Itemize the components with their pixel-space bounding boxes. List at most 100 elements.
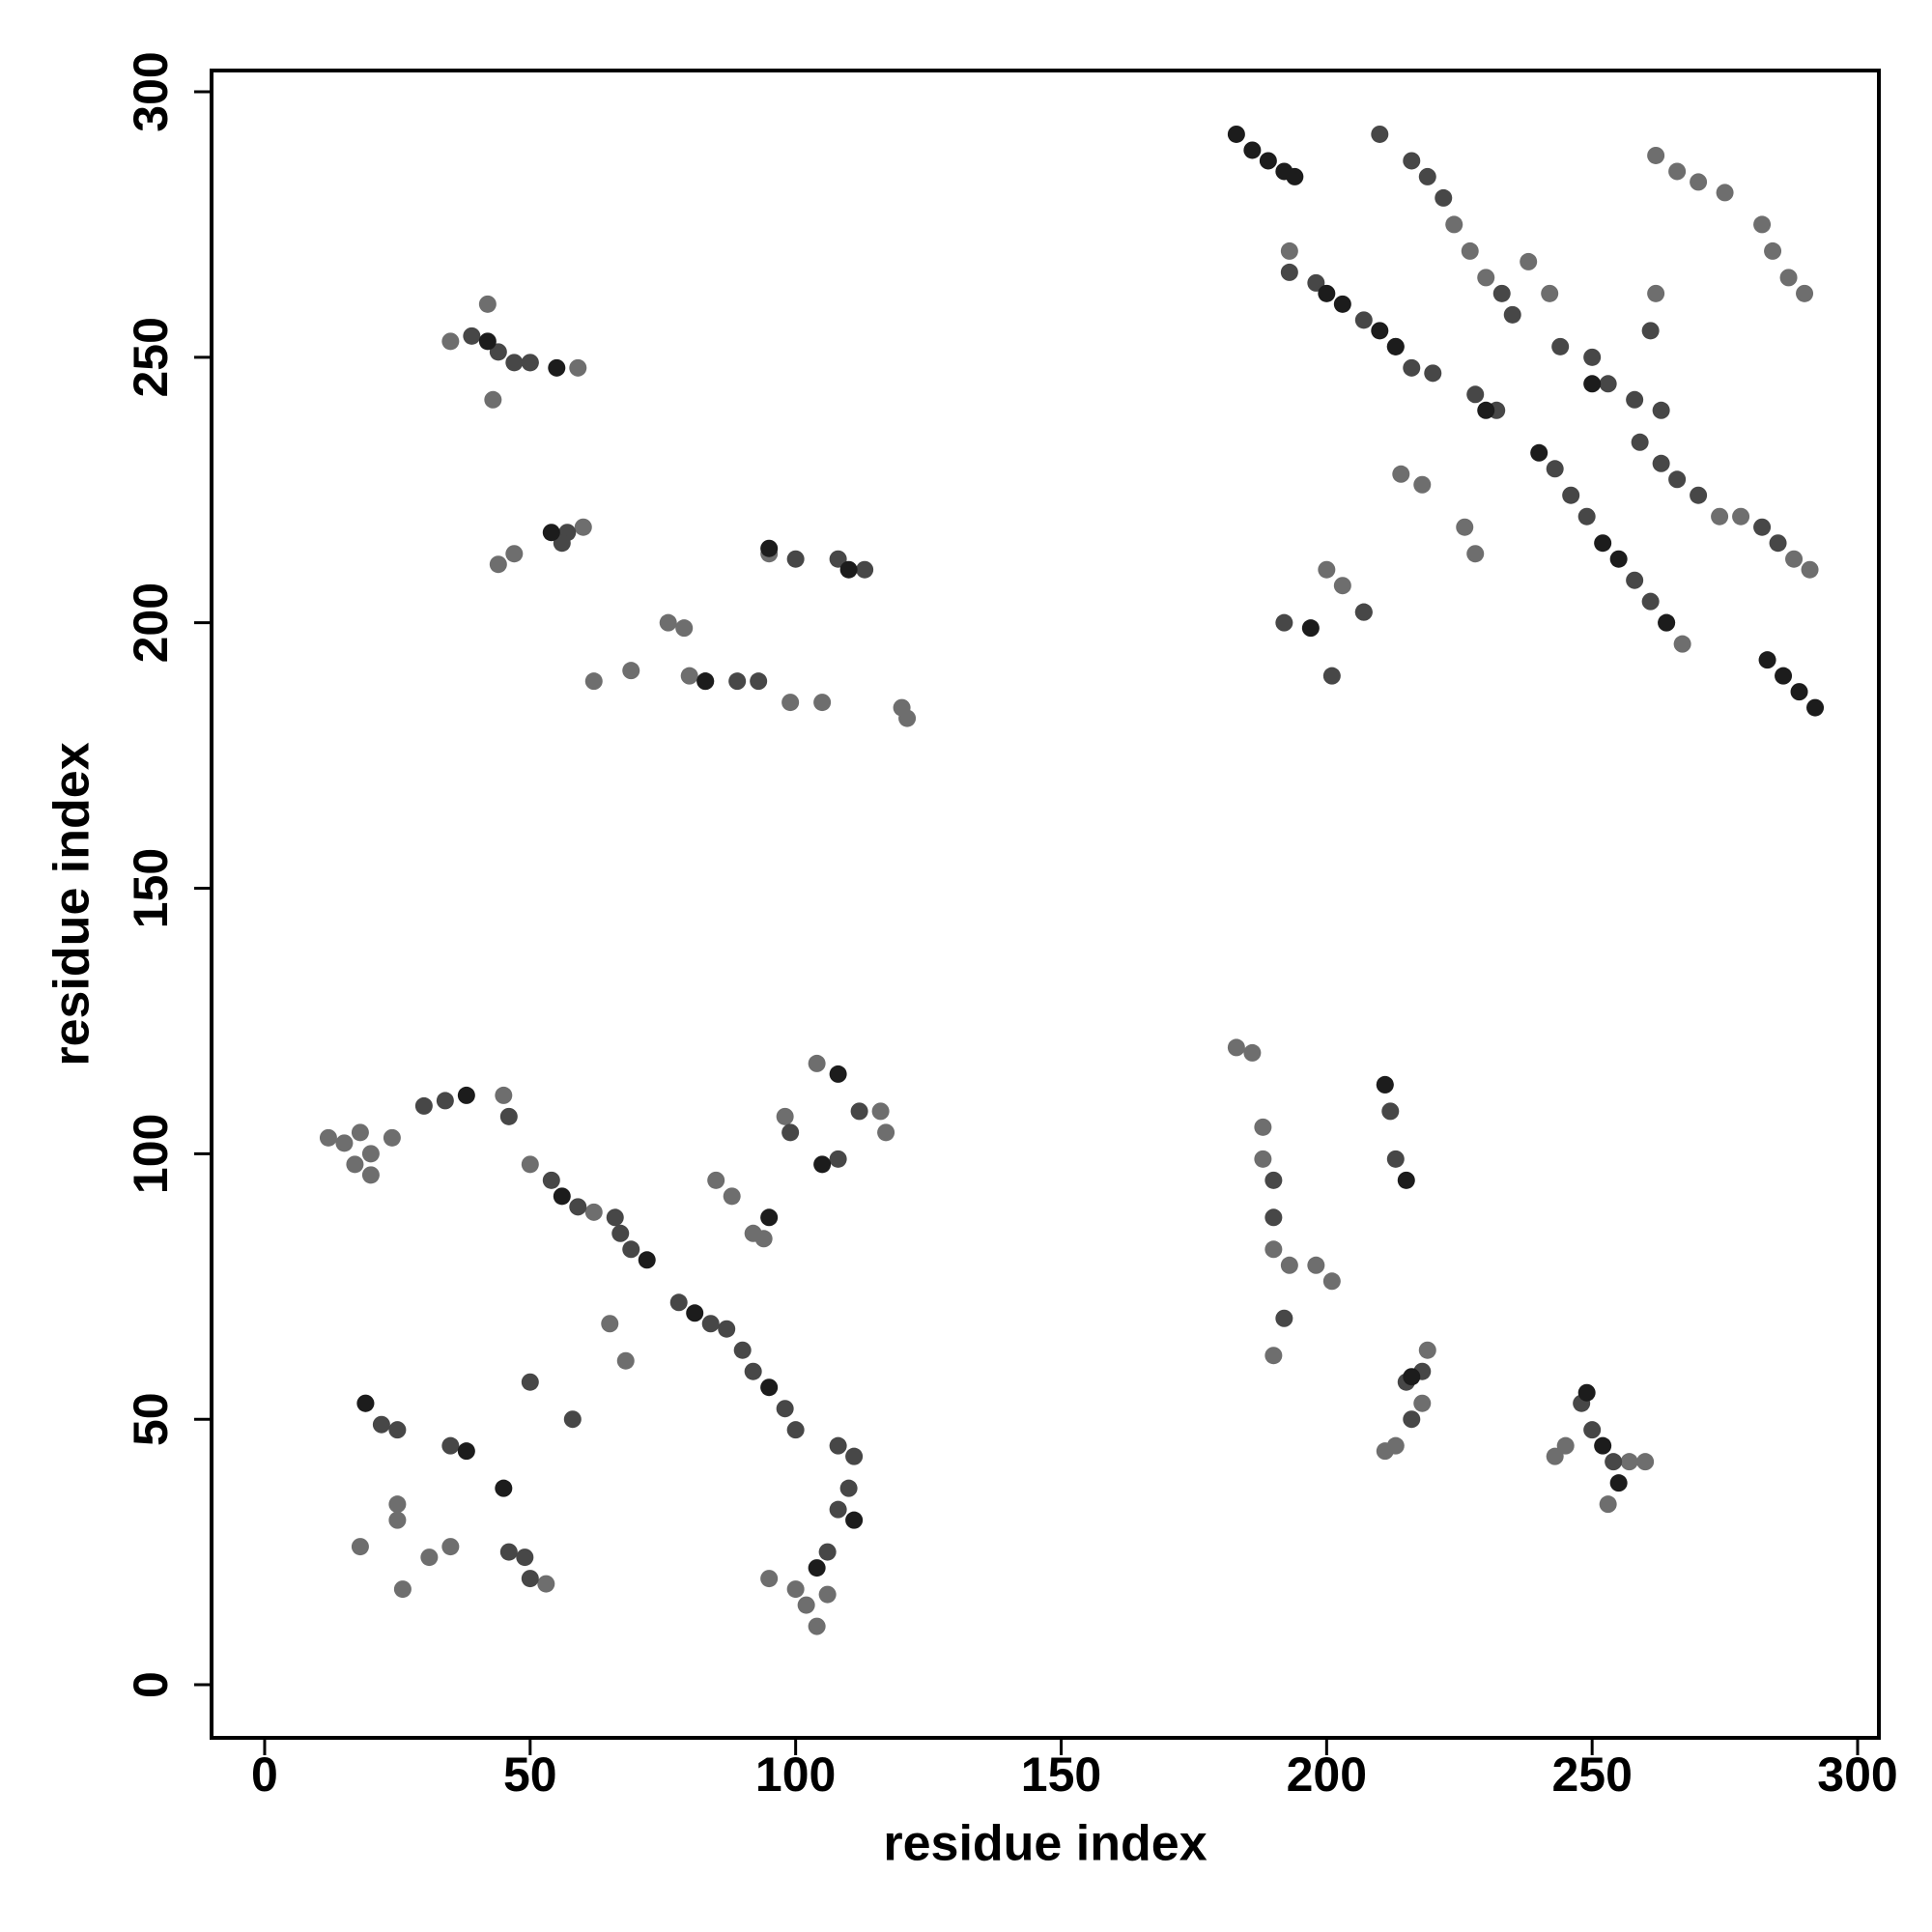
point <box>1583 375 1602 393</box>
point <box>760 1378 779 1397</box>
point <box>1583 1421 1602 1439</box>
point <box>1403 1368 1421 1386</box>
point <box>335 1134 354 1152</box>
y-tick-label: 300 <box>124 51 178 131</box>
point <box>1599 1495 1617 1514</box>
point <box>786 1580 805 1599</box>
point <box>436 1092 454 1110</box>
point <box>521 1570 539 1588</box>
point <box>505 354 524 372</box>
plot-frame <box>210 69 1881 1740</box>
point <box>1551 337 1570 355</box>
point <box>1243 141 1262 159</box>
point <box>584 672 603 691</box>
point <box>845 1447 864 1465</box>
point <box>845 1511 864 1529</box>
point <box>1354 311 1373 329</box>
x-tick-label: 250 <box>1551 1747 1632 1802</box>
point <box>1631 433 1649 451</box>
point <box>319 1128 337 1147</box>
point <box>1562 486 1580 504</box>
point <box>1381 1102 1400 1121</box>
point <box>1801 560 1819 579</box>
point <box>1371 125 1389 143</box>
point <box>478 295 497 313</box>
point <box>1477 269 1495 287</box>
point <box>701 1315 720 1333</box>
point <box>669 1293 688 1312</box>
point <box>786 1421 805 1439</box>
point <box>1322 667 1341 685</box>
point <box>1354 603 1373 621</box>
point <box>1577 1383 1596 1402</box>
point <box>1418 167 1436 185</box>
point <box>356 1394 375 1412</box>
point <box>1227 125 1245 143</box>
point <box>638 1251 656 1269</box>
point <box>495 1086 513 1104</box>
point <box>1264 1240 1283 1259</box>
point <box>563 1410 582 1429</box>
point <box>388 1511 407 1529</box>
point <box>1790 683 1808 701</box>
point <box>686 1304 704 1322</box>
point <box>1620 1453 1638 1471</box>
point <box>1647 146 1665 164</box>
point <box>1641 322 1660 340</box>
point <box>351 1123 369 1142</box>
point <box>754 1230 773 1248</box>
x-tick-label: 0 <box>251 1747 278 1802</box>
y-tick-label: 250 <box>124 317 178 397</box>
point <box>813 1155 832 1174</box>
point <box>1371 322 1389 340</box>
point <box>441 1538 460 1556</box>
point <box>808 1617 826 1635</box>
point <box>1796 284 1814 302</box>
point <box>1424 364 1442 383</box>
point <box>457 1086 475 1104</box>
point <box>776 1400 794 1418</box>
point <box>484 390 502 409</box>
point <box>1243 1043 1262 1062</box>
point <box>1652 401 1670 419</box>
point <box>1466 545 1485 563</box>
point <box>818 1543 837 1561</box>
x-tick-label: 100 <box>755 1747 836 1802</box>
point <box>829 1500 847 1519</box>
point <box>898 709 917 727</box>
x-axis-title: residue index <box>883 1816 1207 1872</box>
point <box>1583 348 1602 366</box>
point <box>489 343 507 361</box>
point <box>1732 507 1750 526</box>
y-tick-label: 200 <box>124 582 178 663</box>
point <box>1753 215 1772 234</box>
point <box>1275 613 1293 632</box>
point <box>1577 507 1596 526</box>
point <box>1286 167 1304 185</box>
point <box>1541 284 1559 302</box>
point <box>346 1155 364 1174</box>
point <box>1806 698 1825 717</box>
point <box>1318 284 1336 302</box>
point <box>1769 534 1787 553</box>
point <box>760 539 779 557</box>
point <box>414 1096 433 1115</box>
point <box>516 1548 534 1567</box>
point <box>1254 1150 1272 1168</box>
point <box>1594 534 1612 553</box>
point <box>829 1150 847 1168</box>
point <box>797 1596 815 1614</box>
point <box>856 560 874 579</box>
point <box>1461 242 1479 260</box>
point <box>1594 1436 1612 1455</box>
point <box>1647 284 1665 302</box>
point <box>383 1128 401 1147</box>
point <box>601 1315 619 1333</box>
point <box>1307 1256 1325 1274</box>
point <box>542 1171 560 1189</box>
point <box>1456 518 1474 536</box>
point <box>622 1240 640 1259</box>
y-tick-label: 100 <box>124 1114 178 1194</box>
y-tick-label: 50 <box>124 1392 178 1446</box>
point <box>457 1442 475 1461</box>
